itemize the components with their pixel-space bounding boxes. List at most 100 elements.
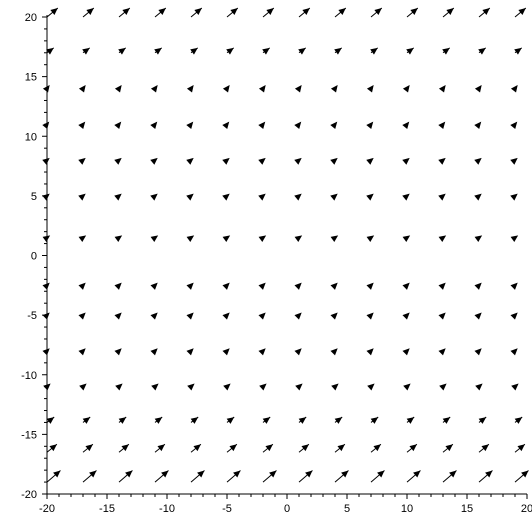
arrow — [330, 282, 338, 290]
arrow — [474, 348, 482, 356]
arrow-head — [222, 235, 231, 243]
y-tick-label: 10 — [25, 131, 37, 143]
arrow-head — [186, 84, 194, 93]
arrow-head — [86, 8, 94, 15]
arrow-head — [445, 444, 453, 452]
arrow-head — [295, 383, 303, 391]
arrow — [226, 443, 238, 453]
arrow-head — [510, 193, 518, 201]
arrow-head — [510, 235, 519, 243]
arrow — [406, 470, 421, 483]
arrow — [298, 47, 307, 55]
arrow — [186, 121, 194, 130]
arrow — [82, 47, 91, 55]
arrow — [294, 157, 302, 165]
arrow-head — [373, 444, 381, 452]
arrow — [406, 47, 415, 55]
arrow-head — [410, 8, 418, 15]
arrow — [406, 443, 418, 453]
arrow-head — [150, 121, 158, 130]
arrow-head — [187, 383, 195, 391]
arrow — [78, 282, 86, 290]
arrow — [226, 7, 239, 18]
arrow — [294, 235, 303, 243]
arrow-head — [121, 444, 129, 452]
arrow-head — [50, 8, 58, 15]
arrow — [78, 193, 86, 201]
arrow — [42, 282, 50, 290]
arrow — [42, 348, 50, 356]
arrow-head — [82, 417, 91, 424]
arrow — [514, 470, 529, 483]
arrow-head — [269, 470, 277, 478]
arrow-head — [366, 193, 374, 201]
y-tick-label: -5 — [27, 310, 37, 322]
arrow — [478, 470, 493, 483]
arrow — [262, 7, 275, 18]
arrow-head — [370, 47, 378, 55]
arrow-head — [150, 282, 158, 290]
arrow-head — [78, 282, 86, 290]
arrow-head — [510, 282, 518, 290]
arrow — [330, 235, 339, 243]
arrow — [190, 470, 205, 483]
arrow-head — [474, 84, 482, 93]
arrow-head — [366, 312, 374, 320]
arrow-head — [298, 417, 307, 424]
arrow-head — [438, 282, 446, 290]
arrow — [330, 193, 338, 201]
arrow — [154, 443, 166, 453]
arrow — [330, 121, 338, 130]
arrow — [186, 235, 195, 243]
x-tick-label: 15 — [461, 503, 473, 515]
arrow — [474, 312, 482, 320]
arrow-head — [223, 383, 231, 391]
arrow-head — [78, 157, 86, 165]
arrow — [150, 348, 158, 356]
arrow-head — [114, 157, 122, 165]
arrow-head — [258, 312, 266, 320]
arrow-head — [330, 235, 339, 243]
arrow — [334, 47, 343, 55]
arrow-head — [517, 444, 525, 452]
arrow — [42, 312, 50, 320]
arrow-head — [331, 383, 339, 391]
arrow — [474, 84, 482, 93]
arrow-head — [42, 193, 50, 201]
arrow — [370, 416, 379, 424]
arrow-head — [475, 383, 483, 391]
arrow-head — [266, 8, 274, 15]
arrow-head — [186, 282, 194, 290]
arrow — [42, 193, 50, 201]
y-tick-label: 15 — [25, 72, 37, 84]
arrow — [78, 312, 86, 320]
arrow — [190, 416, 199, 424]
arrow-head — [370, 417, 379, 424]
arrow-head — [334, 417, 343, 424]
arrow — [366, 235, 375, 243]
arrow-head — [442, 47, 450, 55]
arrow-head — [150, 193, 158, 201]
arrow-head — [330, 193, 338, 201]
arrow-head — [510, 121, 518, 130]
arrow-head — [337, 444, 345, 452]
arrow — [46, 416, 55, 424]
arrow-head — [366, 157, 374, 165]
arrow-head — [118, 47, 126, 55]
arrow-head — [78, 193, 86, 201]
y-tick-label: -10 — [21, 370, 37, 382]
arrow — [402, 235, 411, 243]
arrow-head — [42, 121, 50, 130]
arrow-head — [158, 8, 166, 15]
arrow — [510, 193, 518, 201]
arrow-head — [294, 84, 302, 93]
arrow-head — [442, 417, 451, 424]
arrow-head — [366, 348, 374, 356]
arrow-head — [222, 193, 230, 201]
arrow — [478, 47, 487, 55]
arrow — [114, 348, 122, 356]
arrow — [366, 348, 374, 356]
arrow — [402, 312, 410, 320]
arrow-head — [449, 470, 457, 478]
arrow-head — [474, 157, 482, 165]
